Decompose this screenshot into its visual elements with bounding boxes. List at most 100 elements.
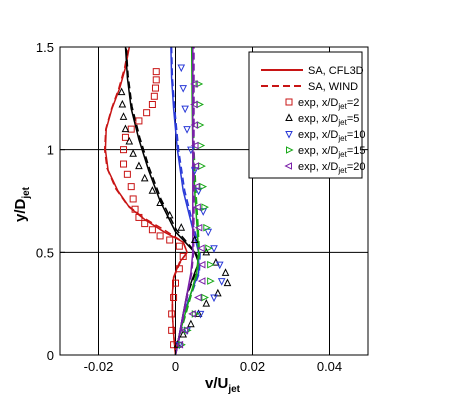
data-point-exp2 bbox=[135, 213, 143, 221]
data-point-exp5 bbox=[177, 223, 186, 231]
data-point-exp20 bbox=[190, 80, 198, 88]
data-point-exp2 bbox=[127, 125, 135, 133]
data-point-exp5 bbox=[221, 268, 230, 276]
data-point-exp20 bbox=[197, 244, 205, 253]
data-point-exp2 bbox=[179, 252, 187, 260]
data-point-exp15 bbox=[178, 340, 186, 349]
series-exp5 bbox=[117, 87, 232, 348]
y-axis-title-sub: jet bbox=[21, 186, 32, 199]
data-point-exp15 bbox=[205, 244, 213, 253]
data-point-exp15 bbox=[207, 260, 215, 269]
data-point-exp2 bbox=[120, 146, 128, 154]
data-point-exp5 bbox=[187, 319, 195, 328]
data-point-exp20 bbox=[190, 100, 198, 109]
data-point-exp2 bbox=[156, 232, 164, 240]
plot-frame bbox=[59, 46, 369, 356]
data-point-exp2 bbox=[151, 84, 159, 92]
data-point-exp20 bbox=[193, 293, 202, 302]
legend-label-exp10: exp, x/Djet=10 bbox=[298, 129, 365, 143]
data-point-exp5 bbox=[140, 173, 149, 182]
data-point-exp20 bbox=[194, 223, 203, 232]
data-point-exp20 bbox=[193, 203, 201, 211]
data-point-exp20 bbox=[190, 141, 199, 150]
data-point-exp2 bbox=[175, 242, 183, 250]
y-tick-label: 1 bbox=[47, 143, 54, 158]
data-point-exp20 bbox=[197, 277, 206, 285]
data-point-exp2 bbox=[166, 236, 174, 244]
data-point-exp5 bbox=[156, 198, 164, 207]
legend-item-exp20: exp, x/Djet=20 bbox=[284, 161, 365, 175]
data-point-exp15 bbox=[203, 223, 211, 232]
data-point-exp5 bbox=[223, 278, 232, 287]
data-point-exp2 bbox=[123, 170, 131, 178]
data-point-exp5 bbox=[125, 136, 134, 145]
data-point-exp20 bbox=[180, 326, 189, 335]
data-point-exp5 bbox=[121, 124, 130, 133]
data-point-exp10 bbox=[196, 310, 205, 319]
data-point-exp5 bbox=[214, 288, 222, 297]
data-point-exp10 bbox=[204, 228, 213, 237]
data-point-exp5 bbox=[148, 186, 157, 194]
legend-label-exp5: exp, x/Djet=5 bbox=[298, 113, 359, 127]
data-point-exp20 bbox=[191, 162, 199, 170]
legend-label-exp15: exp, x/Djet=15 bbox=[298, 145, 365, 159]
data-point-exp2 bbox=[143, 109, 151, 117]
data-point-exp2 bbox=[150, 92, 158, 100]
legend-item-cfl3d: SA, CFL3D bbox=[261, 65, 364, 77]
data-point-exp15 bbox=[201, 203, 209, 211]
data-point-exp20 bbox=[192, 182, 200, 191]
legend-label-exp20: exp, x/Djet=20 bbox=[298, 161, 365, 175]
y-tick-label: 1.5 bbox=[36, 40, 54, 55]
data-point-exp10 bbox=[181, 105, 189, 114]
y-axis-title-main: y/D bbox=[12, 198, 29, 222]
data-point-exp5 bbox=[190, 235, 199, 244]
data-point-exp10 bbox=[199, 208, 208, 216]
legend-item-exp5: exp, x/Djet=5 bbox=[285, 113, 359, 127]
data-point-exp5 bbox=[129, 149, 137, 157]
data-point-exp2 bbox=[135, 117, 143, 125]
data-point-exp2 bbox=[131, 205, 139, 213]
legend-box bbox=[248, 51, 363, 179]
y-tick-label: 0 bbox=[47, 348, 54, 363]
data-point-exp2 bbox=[148, 226, 156, 234]
legend: SA, CFL3D SA, WIND exp, x/Djet=2 exp, x/Dje… bbox=[248, 51, 365, 179]
series-exp2 bbox=[120, 68, 187, 349]
data-point-exp5 bbox=[202, 247, 211, 256]
data-point-exp2 bbox=[170, 294, 178, 302]
y-axis-title: y/Djet bbox=[12, 186, 32, 222]
legend-item-exp15: exp, x/Djet=15 bbox=[286, 145, 365, 159]
data-point-exp10 bbox=[183, 126, 191, 134]
data-point-exp5 bbox=[202, 299, 211, 307]
legend-item-wind: SA, WIND bbox=[261, 81, 358, 93]
legend-marker-exp15 bbox=[286, 146, 294, 154]
data-point-exp10 bbox=[210, 294, 218, 303]
data-point-exp10 bbox=[194, 187, 203, 196]
data-point-exp2 bbox=[120, 160, 128, 168]
tick-layer: -0.02 0 0.02 0.04 0 0.5 1 1.5 bbox=[36, 40, 342, 374]
data-point-exp5 bbox=[118, 99, 127, 108]
y-tick-label: 0.5 bbox=[36, 245, 54, 260]
series-layer bbox=[103, 47, 232, 355]
data-point-exp10 bbox=[179, 85, 188, 93]
series-line-wind_2 bbox=[103, 47, 188, 355]
data-point-exp15 bbox=[195, 80, 204, 88]
data-point-exp20 bbox=[190, 121, 199, 129]
legend-marker-exp20 bbox=[284, 162, 292, 170]
data-point-exp2 bbox=[152, 68, 160, 76]
x-axis-title: v/Ujet bbox=[205, 375, 241, 395]
data-point-exp5 bbox=[117, 87, 126, 96]
data-point-exp2 bbox=[168, 310, 176, 318]
data-point-exp2 bbox=[127, 183, 135, 191]
legend-marker-exp10 bbox=[285, 131, 293, 139]
x-tick-label: 0.04 bbox=[317, 359, 342, 374]
x-axis-title-main: v/U bbox=[205, 375, 228, 392]
data-point-exp20 bbox=[197, 260, 206, 269]
data-point-exp5 bbox=[165, 210, 174, 219]
data-point-exp2 bbox=[152, 76, 160, 84]
data-point-exp10 bbox=[215, 261, 224, 270]
x-tick-label: 0.02 bbox=[240, 359, 265, 374]
data-point-exp2 bbox=[168, 326, 176, 334]
data-point-exp20 bbox=[188, 310, 196, 318]
data-point-exp2 bbox=[121, 133, 129, 141]
